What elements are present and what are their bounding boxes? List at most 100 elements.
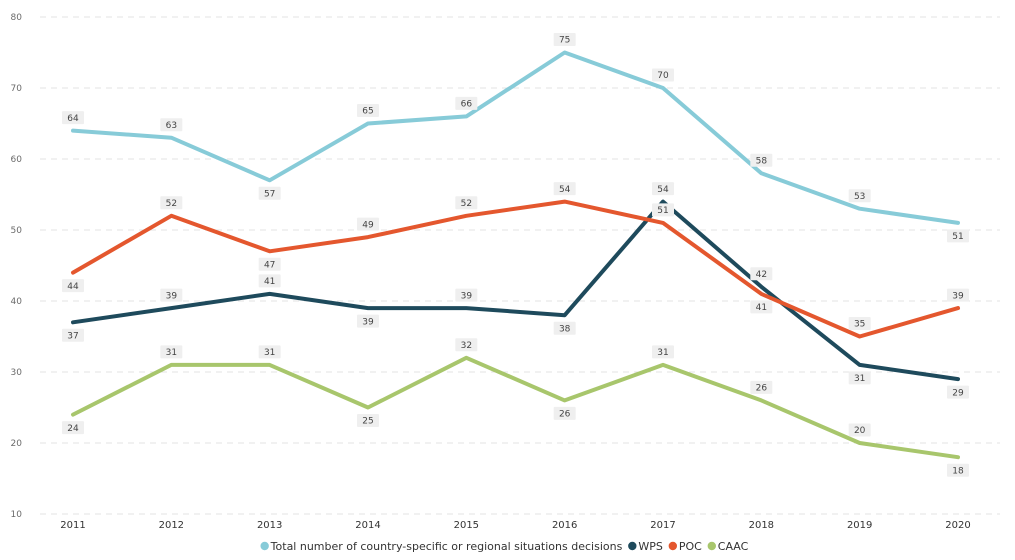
data-label-box [160,345,183,359]
data-label-text: 31 [264,348,275,358]
data-label-box [652,182,674,196]
data-label: 47 [258,257,281,271]
data-label: 58 [750,153,773,167]
data-label-box [848,189,871,203]
data-label: 31 [652,345,674,359]
legend-marker [260,541,269,551]
data-label-text: 20 [854,426,866,436]
data-label: 31 [258,345,281,359]
data-label-box [848,423,871,437]
data-label-text: 18 [952,466,964,476]
data-label-text: 32 [461,341,472,351]
data-label-box [62,279,84,293]
data-label-box [357,104,379,117]
x-tick-label: 2018 [749,520,774,531]
y-tick-label: 40 [11,297,23,307]
data-label-box [947,463,969,477]
data-label: 20 [848,423,871,437]
series-line [71,199,960,339]
data-label-box [750,380,773,394]
data-label: 65 [357,104,379,117]
x-tick-label: 2015 [454,520,479,531]
data-label: 35 [848,317,871,330]
data-label-box [750,153,773,167]
data-label-box [947,229,969,243]
data-label-box [258,274,281,288]
data-label-box [848,317,871,330]
legend-marker [707,541,716,551]
data-label-text: 37 [67,332,78,342]
data-label: 63 [160,118,183,132]
data-label: 52 [160,196,183,210]
data-label-box [455,196,478,210]
legend-marker [628,541,637,551]
data-label-box [652,68,674,82]
y-axis-ticks: 10 20 30 40 50 60 70 80 [11,13,23,520]
x-tick-label: 2011 [60,520,85,531]
data-label-text: 58 [756,156,768,166]
data-label-text: 29 [952,388,964,398]
data-label: 70 [652,68,674,82]
series-line [71,50,960,225]
data-label-box [160,288,183,302]
series-line [71,355,960,460]
data-label: 26 [750,380,773,394]
data-label-box [62,421,84,435]
data-label: 51 [947,229,969,243]
data-label-box [357,314,379,328]
data-label-text: 31 [854,374,865,384]
data-label: 29 [947,385,969,399]
data-label-text: 39 [461,291,473,301]
data-label-text: 66 [461,100,473,110]
data-label-text: 26 [559,410,571,420]
data-label-box [553,406,576,420]
x-tick-label: 2013 [257,520,282,531]
data-label-box [553,182,576,196]
data-label-box [357,217,379,231]
data-label-text: 47 [264,261,275,271]
data-label-box [455,288,478,302]
y-tick-label: 50 [11,226,23,236]
data-label: 37 [62,328,84,342]
data-label-text: 51 [657,206,668,216]
x-tick-label: 2014 [355,520,380,531]
data-label: 31 [160,345,183,359]
data-label: 26 [553,406,576,420]
data-label-text: 31 [166,348,177,358]
x-tick-label: 2019 [847,520,872,531]
y-tick-label: 60 [11,155,23,165]
data-label-box [652,345,674,359]
data-label-box [160,118,183,132]
data-label-box [258,186,281,200]
data-label: 44 [62,279,84,293]
data-label-text: 52 [166,199,177,209]
data-label: 41 [258,274,281,288]
data-label-text: 51 [952,232,963,242]
gridlines [40,16,1000,515]
data-label: 52 [455,196,478,210]
data-label: 53 [848,189,871,203]
data-label-text: 39 [952,291,964,301]
data-label-box [553,321,576,335]
data-label-box [160,196,183,210]
data-label-text: 57 [264,190,275,200]
data-label: 24 [62,421,84,435]
data-label-box [455,96,478,110]
data-label: 49 [357,217,379,231]
data-label-box [947,385,969,399]
data-label: 31 [848,371,871,385]
legend-marker [668,541,678,551]
legend-label: CAAC [718,540,749,553]
data-label-box [750,300,773,314]
data-label: 39 [160,288,183,302]
data-label-text: 26 [756,384,768,394]
legend: Total number of country-specific or regi… [260,540,749,553]
x-tick-label: 2012 [159,520,184,531]
data-label-text: 65 [362,107,373,117]
data-label: 32 [455,338,478,352]
data-label-text: 54 [559,185,571,195]
data-label-text: 39 [362,317,374,327]
data-label-text: 49 [362,220,374,230]
